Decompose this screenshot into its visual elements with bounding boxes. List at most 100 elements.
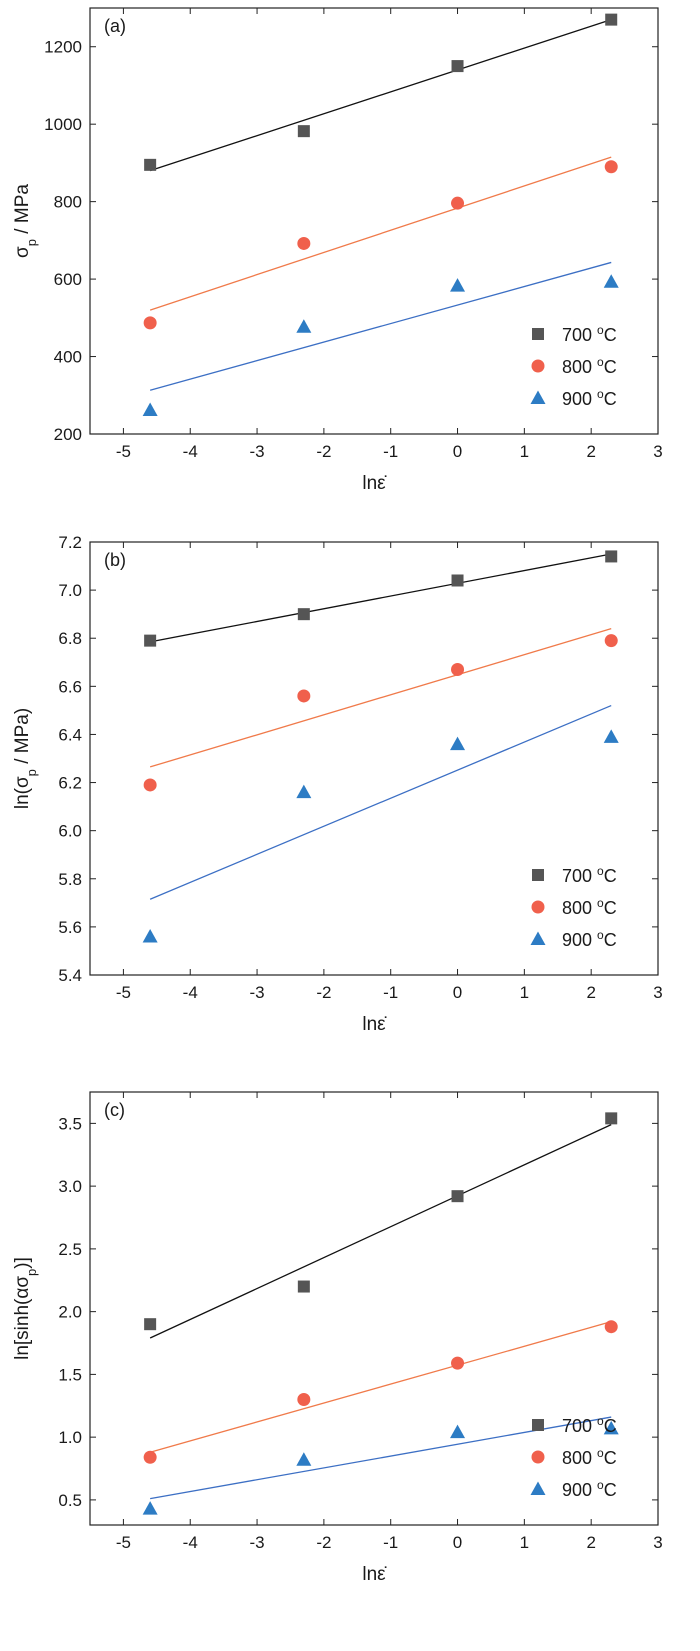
y-tick-label: 6.6 xyxy=(58,677,82,696)
data-point xyxy=(604,1320,618,1334)
fit-line-0 xyxy=(149,19,612,172)
data-point xyxy=(144,158,157,171)
x-tick-label: 0 xyxy=(453,1533,462,1552)
y-tick-label: 600 xyxy=(54,270,82,289)
fit-line-0 xyxy=(150,553,612,643)
data-point xyxy=(142,402,158,416)
legend-label: 800 oC xyxy=(562,896,617,918)
legend-marker xyxy=(531,1450,545,1464)
y-tick-label: 2.5 xyxy=(58,1240,82,1259)
x-tick-label: 2 xyxy=(586,1533,595,1552)
data-point xyxy=(142,1501,158,1515)
y-tick-label: 5.4 xyxy=(58,966,82,985)
y-tick-label: 1000 xyxy=(44,115,82,134)
data-point xyxy=(605,550,618,563)
fit-line-2 xyxy=(149,704,612,900)
y-tick-label: 1200 xyxy=(44,38,82,57)
x-tick-label: -2 xyxy=(316,1533,331,1552)
data-point xyxy=(451,662,465,676)
plot-frame xyxy=(89,1091,659,1526)
data-point xyxy=(296,784,312,799)
data-point xyxy=(143,1450,157,1464)
data-point xyxy=(451,1356,465,1370)
x-tick-label: 3 xyxy=(653,442,662,461)
legend-label: 700 oC xyxy=(562,864,617,886)
fit-line-1 xyxy=(149,156,612,311)
fit-line-2 xyxy=(149,261,612,391)
y-tick-label: 6.0 xyxy=(58,822,82,841)
x-tick-label: 3 xyxy=(653,983,662,1002)
plot-frame xyxy=(89,7,659,435)
x-tick-label: 0 xyxy=(453,983,462,1002)
legend-label: 700 oC xyxy=(562,323,617,345)
y-axis-label: ln[sinh(ασp)] xyxy=(12,1257,39,1360)
data-point xyxy=(450,278,466,292)
y-tick-label: 6.4 xyxy=(58,725,82,744)
data-point xyxy=(144,1318,157,1331)
plot-frame xyxy=(89,541,659,976)
x-tick-label: -5 xyxy=(116,983,131,1002)
data-point xyxy=(144,634,157,647)
y-tick-label: 2.0 xyxy=(58,1303,82,1322)
data-point xyxy=(603,274,619,288)
x-tick-label: -4 xyxy=(183,983,198,1002)
data-point xyxy=(604,160,618,174)
data-point xyxy=(142,929,158,943)
y-tick-label: 800 xyxy=(54,193,82,212)
x-tick-label: 1 xyxy=(520,983,529,1002)
data-point xyxy=(451,574,464,587)
x-tick-label: 0 xyxy=(453,442,462,461)
y-tick-label: 7.0 xyxy=(58,581,82,600)
panel-label: (c) xyxy=(104,1100,125,1120)
data-point xyxy=(604,634,618,648)
legend-label: 800 oC xyxy=(562,355,617,377)
legend-marker xyxy=(531,359,545,373)
legend-marker xyxy=(532,1419,544,1431)
x-tick-label: -3 xyxy=(249,1533,264,1552)
y-tick-label: 200 xyxy=(54,425,82,444)
x-tick-label: -1 xyxy=(383,1533,398,1552)
x-tick-label: -3 xyxy=(249,983,264,1002)
legend-marker xyxy=(530,390,546,404)
data-point xyxy=(605,1112,618,1125)
fit-line-1 xyxy=(149,627,612,768)
legend-marker xyxy=(531,900,545,914)
fit-line-1 xyxy=(149,1321,612,1453)
x-tick-label: -4 xyxy=(183,1533,198,1552)
legend-marker xyxy=(532,328,544,340)
data-point xyxy=(603,1420,619,1435)
legend-label: 900 oC xyxy=(562,928,617,950)
legend-marker xyxy=(532,869,544,881)
x-axis-label: lnε̇ xyxy=(362,473,386,494)
data-point xyxy=(297,236,311,250)
y-tick-label: 7.2 xyxy=(58,533,82,552)
data-point xyxy=(296,1452,312,1466)
data-point xyxy=(605,13,618,26)
x-tick-label: 2 xyxy=(586,983,595,1002)
data-point xyxy=(451,60,464,73)
x-tick-label: -1 xyxy=(383,442,398,461)
data-point xyxy=(450,736,466,751)
y-tick-label: 1.5 xyxy=(58,1365,82,1384)
y-tick-label: 5.8 xyxy=(58,870,82,889)
data-point xyxy=(296,319,312,333)
data-point xyxy=(450,1424,466,1439)
legend-label: 900 oC xyxy=(562,387,617,409)
data-point xyxy=(143,316,157,330)
data-point xyxy=(297,689,311,703)
x-tick-label: -2 xyxy=(316,442,331,461)
data-point xyxy=(451,196,465,210)
data-point xyxy=(297,608,310,621)
data-point xyxy=(143,778,157,792)
x-axis-label: lnε̇ xyxy=(362,1014,386,1035)
y-tick-label: 6.2 xyxy=(58,774,82,793)
panel-label: (b) xyxy=(104,550,126,570)
x-tick-label: 2 xyxy=(586,442,595,461)
x-tick-label: -5 xyxy=(116,1533,131,1552)
x-axis-label: lnε̇ xyxy=(362,1564,386,1585)
y-axis-label: σp / MPa xyxy=(12,184,39,258)
x-tick-label: -4 xyxy=(183,442,198,461)
y-tick-label: 3.5 xyxy=(58,1114,82,1133)
x-tick-label: -3 xyxy=(249,442,264,461)
